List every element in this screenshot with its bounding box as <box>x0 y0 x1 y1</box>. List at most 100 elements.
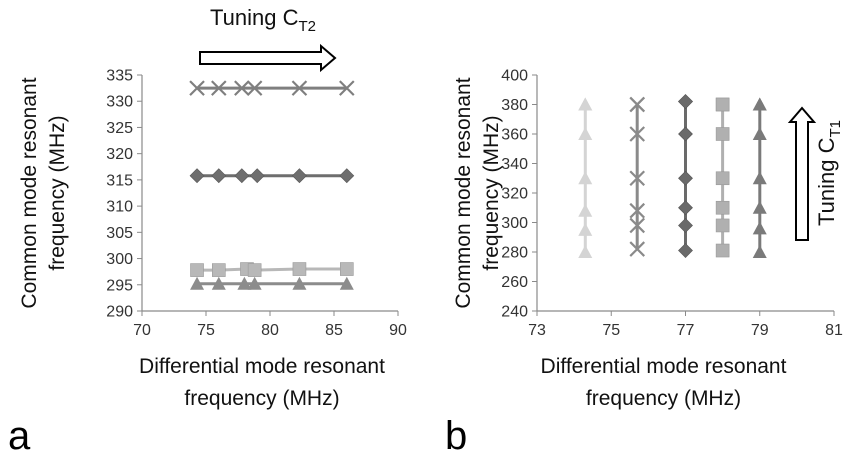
x-tick-label: 90 <box>389 322 407 339</box>
x-axis-title: Differential mode resonant <box>541 355 787 378</box>
data-point <box>715 218 730 233</box>
data-point <box>211 168 227 184</box>
data-point <box>678 126 693 142</box>
data-point <box>578 222 593 236</box>
data-point <box>678 94 693 109</box>
data-point <box>678 170 693 186</box>
y-axis-title: frequency (MHz) <box>46 115 69 270</box>
data-point <box>292 262 307 276</box>
series-2 <box>629 96 646 257</box>
data-point <box>752 97 767 111</box>
data-point <box>752 245 767 258</box>
data-point <box>247 263 262 277</box>
x-axis-title: frequency (MHz) <box>184 387 339 410</box>
data-point <box>715 243 730 258</box>
data-point <box>189 168 205 184</box>
data-point <box>291 80 308 96</box>
x-tick-label: 75 <box>197 322 215 339</box>
series-2 <box>189 168 355 184</box>
y-tick-label: 340 <box>501 156 528 173</box>
y-axis-title: frequency (MHz) <box>480 115 503 270</box>
y-axis-title: Common mode resonant <box>18 77 41 308</box>
y-tick-label: 400 <box>501 68 528 85</box>
data-point <box>237 276 252 290</box>
series-1 <box>578 97 593 258</box>
y-tick-label: 320 <box>106 146 133 163</box>
tuning-annotation: Tuning CT2 <box>199 5 337 73</box>
data-point <box>752 200 767 214</box>
data-point <box>339 168 355 184</box>
data-point <box>339 276 354 290</box>
data-point <box>678 218 693 233</box>
data-point <box>715 127 730 141</box>
x-axis-title: Differential mode resonant <box>139 355 385 378</box>
x-axis-title: frequency (MHz) <box>586 387 741 410</box>
data-point <box>211 80 227 96</box>
panel-letter: a <box>8 414 31 458</box>
x-tick-label: 81 <box>825 322 843 339</box>
data-point <box>678 200 693 216</box>
data-point <box>190 276 205 290</box>
data-point <box>715 97 730 112</box>
data-point <box>752 127 767 140</box>
y-tick-label: 315 <box>106 172 133 189</box>
y-tick-label: 325 <box>106 120 133 137</box>
x-tick-label: 77 <box>677 322 695 339</box>
data-point <box>234 168 250 184</box>
data-point <box>629 126 646 142</box>
panel-letter: b <box>445 414 467 458</box>
series-3 <box>190 262 354 277</box>
tuning-label: Tuning CT1 <box>814 120 844 226</box>
data-point <box>629 170 646 187</box>
y-tick-label: 360 <box>501 127 528 144</box>
panel-a-chart: 290 295 300 305 310 315 320 325 330 335 70 75 80 85 90… <box>8 5 407 458</box>
x-tick-label: 73 <box>528 322 546 339</box>
y-tick-label: 380 <box>501 97 528 114</box>
data-point <box>246 80 263 96</box>
y-tick-label: 310 <box>106 199 133 216</box>
y-tick-label: 295 <box>106 277 133 294</box>
y-tick-label: 300 <box>501 215 528 232</box>
data-point <box>247 276 262 290</box>
arrow-right-icon <box>199 43 337 73</box>
y-tick-label: 320 <box>501 186 528 203</box>
data-point <box>715 171 730 186</box>
x-tick-label: 75 <box>602 322 620 339</box>
data-point <box>629 217 646 234</box>
data-point <box>212 263 226 277</box>
series-4 <box>190 276 354 290</box>
y-tick-label: 240 <box>501 304 528 321</box>
data-point <box>752 171 767 185</box>
data-point <box>249 168 265 184</box>
data-point <box>339 262 354 276</box>
y-axis-title: Common mode resonant <box>452 77 475 308</box>
x-tick-label: 79 <box>751 322 769 339</box>
data-point <box>339 80 355 96</box>
data-point <box>292 276 307 290</box>
data-point <box>629 241 646 257</box>
data-point <box>578 203 593 217</box>
y-tick-label: 280 <box>501 245 528 262</box>
data-point <box>629 96 646 113</box>
arrow-up-icon <box>787 106 817 241</box>
y-tick-label: 335 <box>106 68 133 85</box>
data-point <box>189 80 205 96</box>
series-1 <box>189 80 355 96</box>
data-point <box>292 168 307 184</box>
data-point <box>578 97 593 111</box>
data-point <box>190 263 204 277</box>
data-point <box>715 200 730 215</box>
series-5 <box>752 97 767 258</box>
data-point <box>678 243 693 258</box>
y-tick-label: 300 <box>106 251 133 268</box>
x-tick-label: 70 <box>133 322 151 339</box>
data-point <box>211 276 226 290</box>
data-point <box>752 221 767 235</box>
tuning-annotation: Tuning CT1 <box>787 106 844 241</box>
x-tick-label: 80 <box>261 322 279 339</box>
y-tick-label: 260 <box>501 274 528 291</box>
y-tick-label: 290 <box>106 304 133 321</box>
series-3 <box>678 94 693 258</box>
data-point <box>629 202 646 219</box>
